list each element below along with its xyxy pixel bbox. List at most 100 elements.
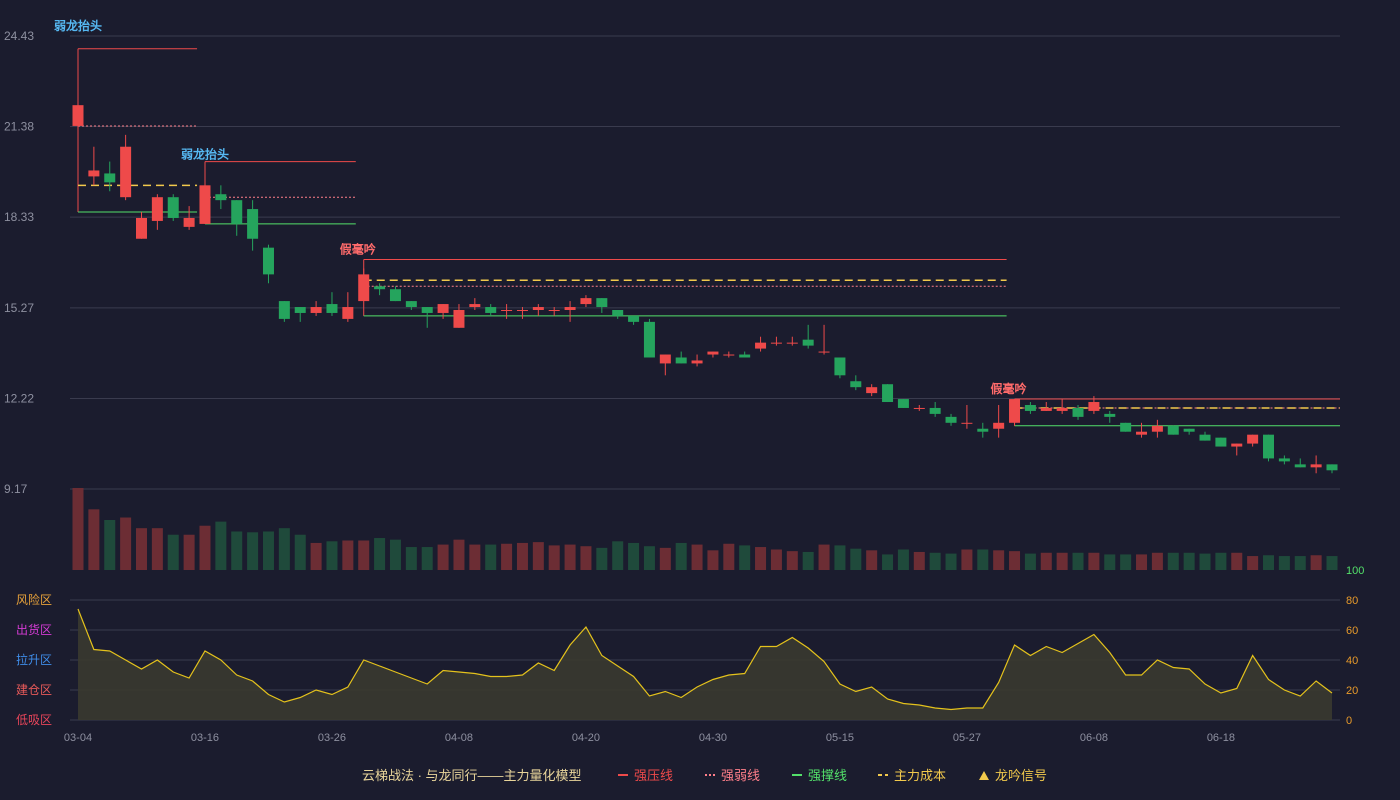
indicator-area bbox=[78, 609, 1332, 720]
candle-body bbox=[945, 416, 957, 423]
candle bbox=[501, 304, 513, 319]
candle bbox=[1088, 396, 1100, 414]
volume-bar bbox=[897, 549, 909, 570]
candle-body bbox=[294, 307, 306, 313]
volume-bar bbox=[1151, 552, 1163, 570]
signal-label: 弱龙抬头 bbox=[54, 18, 102, 33]
candle bbox=[612, 309, 624, 319]
indicator-tick-label: 20 bbox=[1346, 685, 1358, 697]
candle bbox=[342, 292, 354, 322]
candle-body bbox=[818, 351, 830, 353]
candle-body bbox=[1040, 407, 1052, 411]
volume-bar bbox=[1263, 555, 1275, 570]
price-tick-label: 21.38 bbox=[4, 120, 34, 134]
candle-body bbox=[882, 384, 894, 403]
candle bbox=[850, 375, 862, 391]
candle bbox=[310, 301, 322, 316]
candle-body bbox=[643, 321, 655, 358]
candle bbox=[262, 244, 274, 284]
candle bbox=[453, 304, 465, 328]
legend-item: 龙吟信号 bbox=[979, 768, 1047, 783]
volume-bar bbox=[961, 549, 973, 570]
candle-body bbox=[183, 217, 195, 227]
price-tick-label: 24.43 bbox=[4, 29, 34, 43]
legend-item: 主力成本 bbox=[878, 768, 946, 783]
candle-body bbox=[612, 309, 624, 316]
candle-body bbox=[389, 289, 401, 302]
volume-bar bbox=[342, 540, 354, 570]
candle bbox=[199, 182, 211, 224]
candle-body bbox=[421, 307, 433, 313]
date-tick-label: 04-08 bbox=[445, 732, 473, 744]
candle bbox=[135, 212, 147, 239]
candle-body bbox=[501, 309, 513, 311]
candle-body bbox=[755, 342, 767, 349]
volume-bar bbox=[501, 543, 513, 570]
price-tick-label: 15.27 bbox=[4, 301, 34, 315]
volume-bar bbox=[802, 551, 814, 570]
zone-label: 建仓区 bbox=[16, 683, 52, 697]
volume-bar bbox=[120, 517, 132, 570]
indicator-tick-label: 60 bbox=[1346, 625, 1358, 637]
legend-item: 强压线 bbox=[618, 768, 673, 783]
candle-body bbox=[1072, 407, 1084, 417]
volume-bar bbox=[818, 544, 830, 570]
legend-label: 强压线 bbox=[634, 768, 673, 783]
candle-body bbox=[120, 146, 132, 198]
candle bbox=[104, 161, 116, 192]
candle-body bbox=[342, 307, 354, 319]
volume-bar bbox=[389, 539, 401, 570]
volume-bar bbox=[1056, 552, 1068, 570]
candle-body bbox=[580, 298, 592, 305]
candle-body bbox=[675, 357, 687, 364]
candle bbox=[167, 194, 179, 221]
volume-bar bbox=[659, 547, 671, 570]
legend-label: 主力成本 bbox=[894, 768, 946, 783]
volume-bar bbox=[707, 550, 719, 570]
candle bbox=[358, 268, 370, 302]
candle bbox=[1009, 399, 1021, 426]
candle bbox=[1263, 434, 1275, 462]
legend-item: 强弱线 bbox=[705, 768, 760, 783]
date-tick-label: 05-15 bbox=[826, 732, 854, 744]
candle bbox=[151, 194, 163, 230]
candle-body bbox=[453, 309, 465, 328]
volume-bar bbox=[643, 546, 655, 570]
volume-bar bbox=[374, 538, 386, 570]
date-tick-label: 06-08 bbox=[1080, 732, 1108, 744]
volume-bar bbox=[1231, 552, 1243, 570]
candle-body bbox=[485, 307, 497, 313]
candle-body bbox=[1278, 458, 1290, 462]
candle bbox=[628, 315, 640, 325]
date-tick-label: 03-04 bbox=[64, 732, 92, 744]
volume-bar bbox=[72, 488, 84, 570]
volume-bar bbox=[929, 552, 941, 570]
legend-label: 强撑线 bbox=[808, 768, 847, 783]
candle bbox=[1278, 455, 1290, 465]
candle bbox=[326, 292, 338, 316]
indicator-axis: 100 80 60 40 20 0 bbox=[1346, 565, 1364, 727]
candle bbox=[247, 200, 259, 251]
candle bbox=[659, 354, 671, 376]
candle-body bbox=[1310, 464, 1322, 468]
volume-bar bbox=[485, 544, 497, 570]
candle bbox=[548, 307, 560, 316]
volume-bar bbox=[421, 547, 433, 570]
candle bbox=[866, 384, 878, 397]
candle bbox=[929, 402, 941, 417]
candle-body bbox=[1199, 434, 1211, 441]
volume-bar bbox=[88, 509, 100, 570]
candle bbox=[1310, 455, 1322, 474]
candle bbox=[72, 99, 84, 138]
volume-bar bbox=[1278, 556, 1290, 570]
volume-bar bbox=[405, 547, 417, 570]
candle-body bbox=[405, 301, 417, 308]
candle-body bbox=[961, 422, 973, 424]
candle bbox=[580, 295, 592, 308]
legend-model-name: 云梯战法 · 与龙同行——主力量化模型 bbox=[362, 768, 582, 783]
candle bbox=[913, 404, 925, 411]
candle bbox=[1294, 458, 1306, 468]
candle bbox=[1072, 404, 1084, 420]
volume-bar bbox=[945, 553, 957, 570]
